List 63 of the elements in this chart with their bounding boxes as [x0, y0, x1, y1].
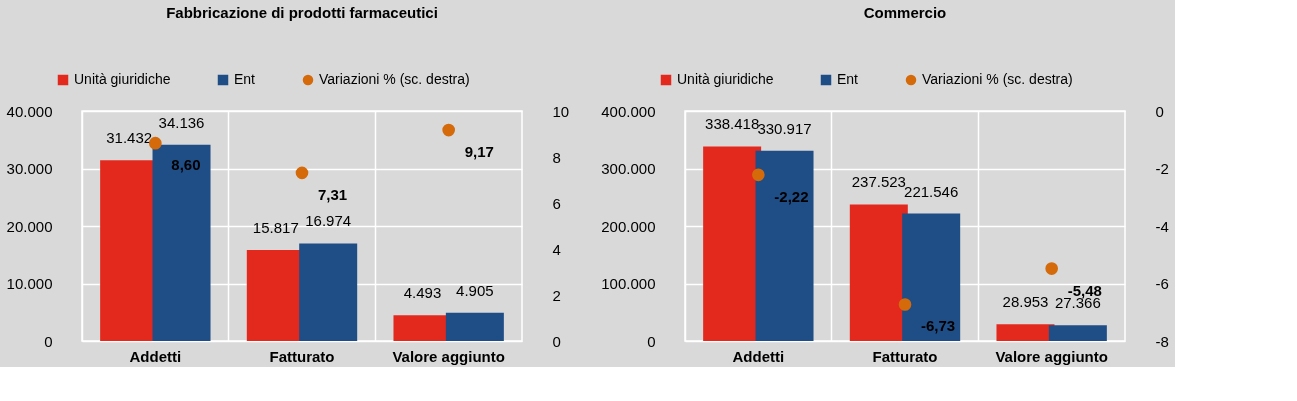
data-label: 221.546 — [904, 182, 959, 200]
data-label: 4.493 — [403, 284, 442, 302]
y-tick-label: 400.000 — [601, 102, 656, 120]
legend-label: Ent — [234, 71, 256, 87]
x-tick-label: Fatturato — [872, 347, 938, 365]
data-label: 4.905 — [456, 281, 494, 299]
y2-tick-label: 0 — [552, 332, 561, 350]
data-label: 9,17 — [464, 143, 494, 161]
y2-tick-label: -4 — [1155, 217, 1169, 235]
y-tick-label: 300.000 — [601, 160, 656, 177]
data-label: 15.817 — [252, 219, 299, 237]
data-label: 8,60 — [171, 156, 201, 174]
y2-tick-label: 4 — [552, 240, 561, 258]
bar — [902, 213, 961, 341]
bar — [152, 144, 211, 341]
y2-tick-label: -2 — [1155, 160, 1169, 177]
y-tick-label: 0 — [647, 332, 656, 350]
y-tick-label: 0 — [44, 332, 53, 350]
y2-tick-label: 8 — [552, 148, 561, 166]
chart-title: Fabbricazione di prodotti farmaceutici — [166, 4, 438, 21]
x-tick-label: Valore aggiunto — [392, 347, 505, 365]
data-label: -2,22 — [774, 187, 809, 205]
data-label: 16.974 — [305, 212, 352, 230]
point — [898, 298, 912, 311]
legend-label: Ent — [837, 71, 859, 87]
legend-label: Variazioni % (sc. destra) — [319, 71, 470, 87]
bar — [996, 324, 1055, 341]
y2-tick-label: 6 — [552, 194, 561, 212]
legend-label: Variazioni % (sc. destra) — [922, 71, 1073, 87]
data-label: 28.953 — [1002, 293, 1049, 311]
y2-tick-label: -8 — [1155, 332, 1169, 350]
y2-tick-label: 0 — [1155, 102, 1164, 120]
data-label: 7,31 — [318, 185, 348, 203]
data-label: -6,73 — [921, 317, 956, 335]
bar — [755, 150, 814, 341]
point — [149, 136, 162, 150]
point — [295, 166, 309, 180]
x-tick-label: Fatturato — [269, 347, 335, 365]
bar — [849, 204, 908, 341]
legend-label: Unità giuridiche — [677, 71, 774, 87]
y-tick-label: 20.000 — [6, 217, 53, 235]
data-label: 237.523 — [851, 173, 906, 191]
x-tick-label: Valore aggiunto — [995, 347, 1108, 365]
y-tick-label: 10.000 — [6, 275, 53, 292]
y2-tick-label: -6 — [1155, 275, 1169, 292]
data-label: 34.136 — [158, 113, 205, 131]
chart-title: Commercio — [863, 4, 947, 21]
x-tick-label: Addetti — [732, 347, 785, 365]
point — [442, 123, 455, 137]
y2-tick-label: 10 — [552, 102, 570, 120]
y-tick-label: 30.000 — [6, 160, 53, 177]
legend-label: Unità giuridiche — [74, 71, 171, 87]
bar — [1048, 325, 1107, 341]
point — [1045, 262, 1058, 275]
y-tick-label: 200.000 — [601, 217, 656, 235]
bar — [445, 312, 504, 341]
y-tick-label: 40.000 — [6, 102, 53, 120]
point — [752, 168, 765, 182]
y2-tick-label: 2 — [552, 286, 561, 304]
y-tick-label: 100.000 — [601, 275, 656, 292]
bar — [299, 243, 358, 341]
data-label: 31.432 — [106, 129, 153, 147]
x-tick-label: Addetti — [129, 347, 182, 365]
